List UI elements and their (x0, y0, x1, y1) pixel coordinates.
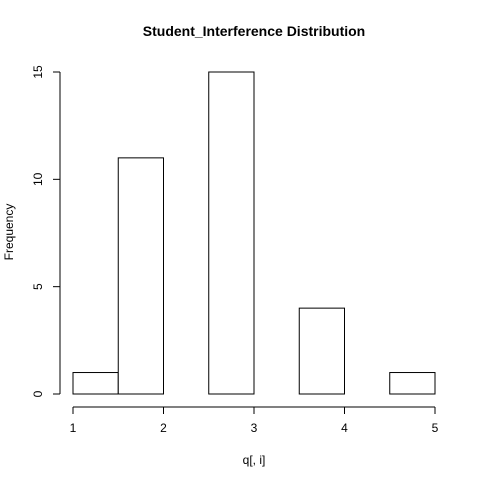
histogram-bar (117, 157, 164, 395)
bars-group (72, 71, 436, 395)
y-tick-label: 0 (31, 390, 45, 397)
histogram-bar (389, 372, 436, 395)
x-tick-label: 1 (70, 421, 77, 435)
y-tick-label: 15 (31, 65, 45, 79)
histogram-bar (72, 372, 119, 395)
x-tick-label: 4 (341, 421, 348, 435)
chart-title: Student_Interference Distribution (143, 23, 365, 39)
y-axis: 0 5 10 15 (31, 65, 61, 397)
histogram-bar (298, 307, 345, 395)
x-axis-label: q[, i] (243, 453, 266, 467)
histogram-bar (208, 71, 255, 395)
x-tick-label: 3 (251, 421, 258, 435)
x-tick-label: 2 (160, 421, 167, 435)
x-axis: 1 2 3 4 5 (70, 406, 439, 435)
y-tick-label: 10 (31, 172, 45, 186)
y-axis-label: Frequency (2, 204, 16, 261)
y-tick-label: 5 (31, 283, 45, 290)
x-tick-label: 5 (432, 421, 439, 435)
